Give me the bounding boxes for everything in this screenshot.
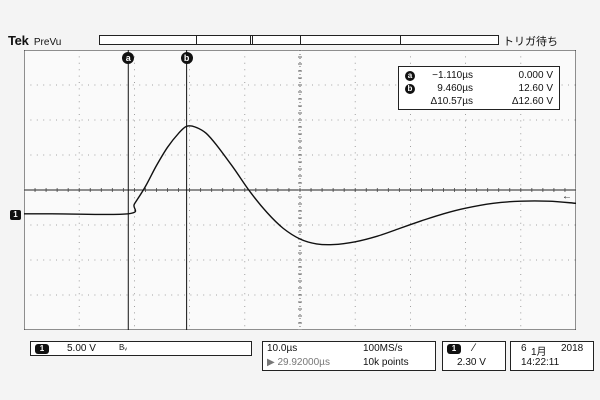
record-position-bar[interactable] [99, 35, 499, 45]
record-view-window [196, 36, 253, 44]
readout-b-badge: b [405, 84, 415, 94]
readout-row-delta: Δ10.57µs Δ12.60 V [399, 96, 559, 109]
timebase-box[interactable]: 10.0µs 100MS/s ▶ 29.92000µs 10k points [262, 341, 436, 371]
record-length: 10k points [363, 357, 409, 368]
record-bar-tick [300, 36, 301, 44]
ch1-volts-per-div: 5.00 V [67, 343, 96, 354]
cursor-lines [127, 50, 188, 330]
graticule-grid [24, 50, 576, 330]
brand-name: Tek [8, 33, 29, 48]
ch1-badge: 1 [35, 344, 49, 354]
readout-row-a: a −1.110µs 0.000 V [399, 70, 559, 83]
readout-a-time: −1.110µs [432, 70, 473, 81]
readout-a-badge: a [405, 71, 415, 81]
cursor-readout-panel: a −1.110µs 0.000 V b 9.460µs 12.60 V Δ10… [398, 66, 560, 110]
clock-time: 14:22:11 [521, 357, 560, 368]
cursor-a-label[interactable]: a [122, 52, 135, 64]
bandwidth-limit-icon: Bᵥ [119, 343, 127, 352]
date-year: 2018 [561, 343, 584, 354]
cursor-b-label[interactable]: b [180, 52, 193, 64]
readout-delta-time: Δ10.57µs [430, 96, 473, 107]
trigger-level-arrow[interactable]: ← [562, 191, 572, 203]
trigger-box[interactable]: 1 ∕ 2.30 V [442, 341, 506, 371]
ch1-marker-label: 1 [13, 209, 18, 219]
readout-row-b: b 9.460µs 12.60 V [399, 83, 559, 96]
cursor-b-letter: b [183, 53, 190, 63]
trigger-source-badge: 1 [447, 344, 461, 354]
sample-rate: 100MS/s [363, 343, 403, 354]
date-time-box: 6 1月 2018 14:22:11 [510, 341, 594, 371]
trigger-slope-icon: ∕ [473, 342, 475, 354]
date-month: 1月 [531, 347, 547, 358]
acquisition-mode: PreVu [33, 37, 62, 48]
trigger-level: 2.30 V [457, 357, 486, 368]
time-per-div: 10.0µs [267, 343, 298, 354]
cursor-a-letter: a [125, 53, 131, 63]
ch1-scale-box[interactable]: 1 5.00 V Bᵥ [30, 341, 252, 356]
readout-b-value: 12.60 V [518, 83, 553, 94]
ch1-ground-marker[interactable]: 1 [10, 209, 21, 220]
readout-b-time: 9.460µs [437, 83, 473, 94]
record-bar-tick [400, 36, 401, 44]
ch1-waveform [24, 125, 576, 246]
readout-delta-value: Δ12.60 V [511, 96, 553, 107]
record-bar-tick [250, 36, 251, 44]
trigger-status: トリガ待ち [503, 36, 558, 48]
readout-a-value: 0.000 V [518, 70, 553, 81]
horizontal-position: ▶ 29.92000µs [267, 357, 330, 368]
brand-label: Tek PreVu [8, 33, 61, 48]
date-day: 6 [521, 343, 527, 354]
